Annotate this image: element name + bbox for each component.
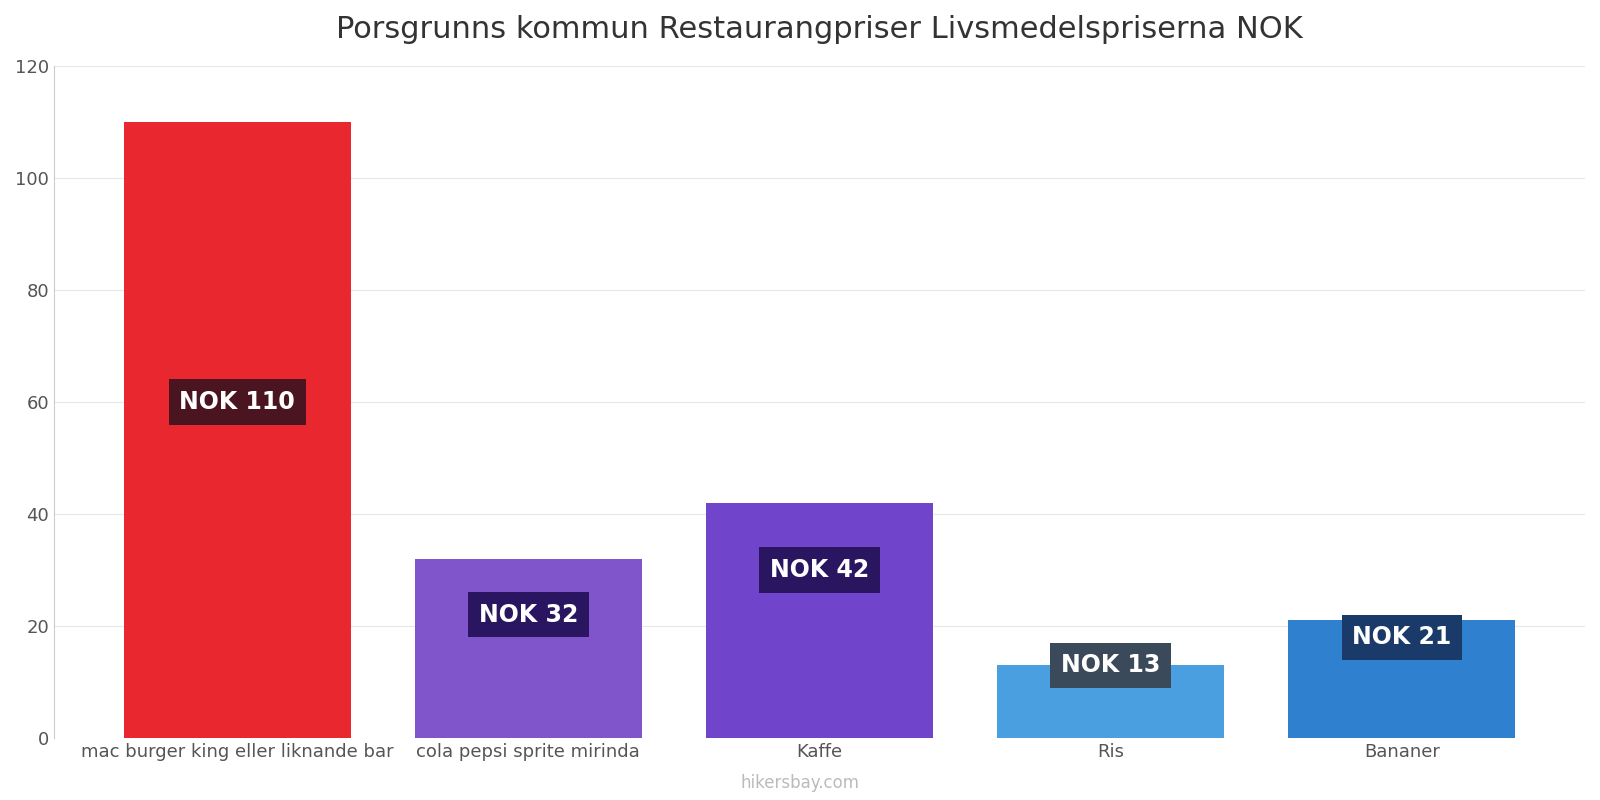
Bar: [1288, 621, 1515, 738]
Text: NOK 13: NOK 13: [1061, 654, 1160, 678]
Bar: [706, 503, 933, 738]
Text: hikersbay.com: hikersbay.com: [741, 774, 859, 792]
Text: NOK 21: NOK 21: [1352, 626, 1451, 650]
Bar: [997, 666, 1224, 738]
Text: NOK 32: NOK 32: [478, 603, 578, 627]
Text: NOK 110: NOK 110: [179, 390, 294, 414]
Title: Porsgrunns kommun Restaurangpriser Livsmedelspriserna NOK: Porsgrunns kommun Restaurangpriser Livsm…: [336, 15, 1302, 44]
Text: NOK 42: NOK 42: [770, 558, 869, 582]
Bar: [414, 559, 642, 738]
Bar: [123, 122, 350, 738]
